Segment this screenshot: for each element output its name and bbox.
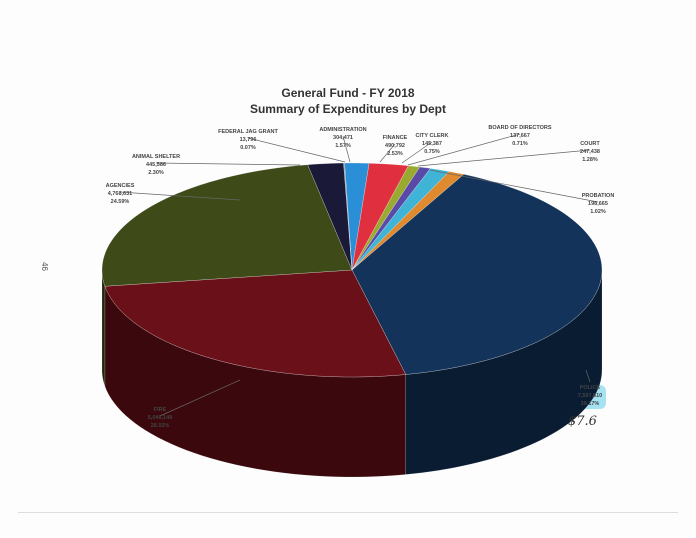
data-label-value: 198,665 (588, 201, 608, 207)
data-label-percent: 39.17% (580, 401, 600, 407)
data-label-label: ADMINISTRATION (319, 127, 367, 133)
chart-subtitle: Summary of Expenditures by Dept (249, 102, 447, 116)
data-label-value: 137,667 (510, 133, 530, 139)
data-label-value: 304,471 (333, 135, 353, 141)
leader-line (585, 369, 591, 383)
data-label-percent: 2.30% (148, 170, 164, 176)
leader-line (407, 133, 521, 166)
data-label-label: FEDERAL JAG GRANT (218, 129, 278, 135)
data-label-percent: 24.59% (110, 199, 130, 205)
data-label: PROBATION 198,665 1.02% (582, 192, 615, 216)
slice-finance (351, 162, 409, 271)
data-label-value: 145,387 (422, 141, 442, 147)
data-label-percent: 0.71% (512, 141, 528, 147)
slice-federal-jag-grant (343, 162, 353, 271)
data-label-label: BOARD OF DIRECTORS (488, 125, 552, 131)
leader-line (119, 191, 241, 201)
slice-side-agencies (101, 269, 106, 387)
slice-animal-shelter (307, 162, 353, 271)
slice-agencies (101, 164, 353, 287)
slice-fire (104, 269, 407, 378)
data-label-percent: 0.75% (424, 149, 440, 155)
data-label: ADMINISTRATION 304,471 1.57% (319, 126, 366, 150)
data-label: BOARD OF DIRECTORS 137,667 0.71% (488, 124, 551, 148)
leader-line (155, 162, 301, 166)
data-label: FIRE 5,046,149 26.02% (148, 406, 172, 430)
data-label: FINANCE 490,792 2.53% (383, 134, 407, 158)
data-label-value: 445,586 (146, 162, 166, 168)
data-label-value: 5,046,149 (147, 415, 173, 421)
data-label: ANIMAL SHELTER 445,586 2.30% (132, 153, 180, 177)
data-label-label: PROBATION (581, 193, 615, 199)
data-label-label: FIRE (153, 407, 167, 413)
leader-line (417, 149, 591, 167)
data-label-percent: 1.02% (590, 209, 606, 215)
data-label: AGENCIES 4,768,631 24.59% (106, 182, 135, 206)
data-label-label: CITY CLERK (415, 133, 449, 139)
handwritten-note: $7.6 (568, 414, 597, 429)
data-label-label: FINANCE (382, 135, 408, 141)
slice-police (351, 174, 603, 375)
data-label-label: AGENCIES (105, 183, 135, 189)
data-label: FEDERAL JAG GRANT 13,796 0.07% (218, 128, 278, 152)
data-label-value: 4,768,631 (107, 191, 133, 197)
data-label-value: 247,438 (580, 149, 600, 155)
data-label: POLICE 7,597,810 39.17% (578, 384, 602, 408)
leader-line (247, 137, 346, 163)
page-rule (18, 512, 678, 513)
data-label-percent: 26.02% (150, 423, 170, 429)
leader-line (401, 141, 433, 164)
data-label: COURT 247,438 1.28% (580, 140, 600, 164)
data-label-label: POLICE (579, 385, 601, 391)
data-label-percent: 1.28% (582, 157, 598, 163)
leader-line (342, 135, 351, 163)
data-label-label: COURT (580, 141, 600, 147)
data-label-value: 490,792 (385, 143, 405, 149)
chart-title: General Fund - FY 2018 (281, 86, 415, 100)
data-label-value: 13,796 (239, 137, 257, 143)
leader-line (159, 379, 241, 417)
data-label-value: 7,597,810 (577, 393, 603, 399)
data-label-label: ANIMAL SHELTER (131, 154, 181, 160)
leader-line (379, 143, 396, 163)
data-label-percent: 0.07% (240, 145, 256, 151)
data-label-percent: 2.53% (387, 151, 403, 157)
data-label: CITY CLERK 145,387 0.75% (416, 132, 449, 156)
data-label-percent: 1.57% (335, 143, 351, 149)
leader-line (429, 169, 599, 203)
